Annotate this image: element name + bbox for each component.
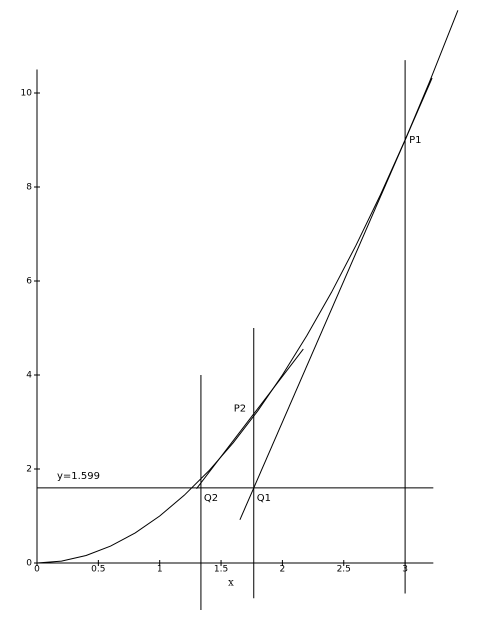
- point-label: P2: [234, 403, 246, 414]
- y-tick-label: 2: [26, 465, 32, 475]
- x-tick-label: 0.5: [91, 565, 105, 575]
- point-label: Q1: [257, 493, 271, 504]
- x-tick-label: 1.5: [214, 565, 228, 575]
- y-tick-label: 6: [26, 277, 32, 287]
- curve: [239, 77, 433, 520]
- curve: [36, 10, 459, 564]
- y-tick-label: 4: [26, 371, 32, 381]
- x-axis-label: x: [228, 578, 234, 589]
- x-tick-label: 1: [157, 565, 163, 575]
- y-tick-label: 0: [26, 559, 32, 569]
- y-tick-label: 8: [26, 183, 32, 193]
- x-tick-label: 2.5: [337, 565, 351, 575]
- x-tick-label: 2: [280, 565, 286, 575]
- y-tick-label: 10: [21, 89, 33, 99]
- point-label: Q2: [204, 493, 218, 504]
- curve: [196, 348, 304, 490]
- h-line-label: y=1.599: [57, 471, 100, 482]
- x-tick-label: 0: [34, 565, 40, 575]
- point-label: P1: [409, 135, 421, 146]
